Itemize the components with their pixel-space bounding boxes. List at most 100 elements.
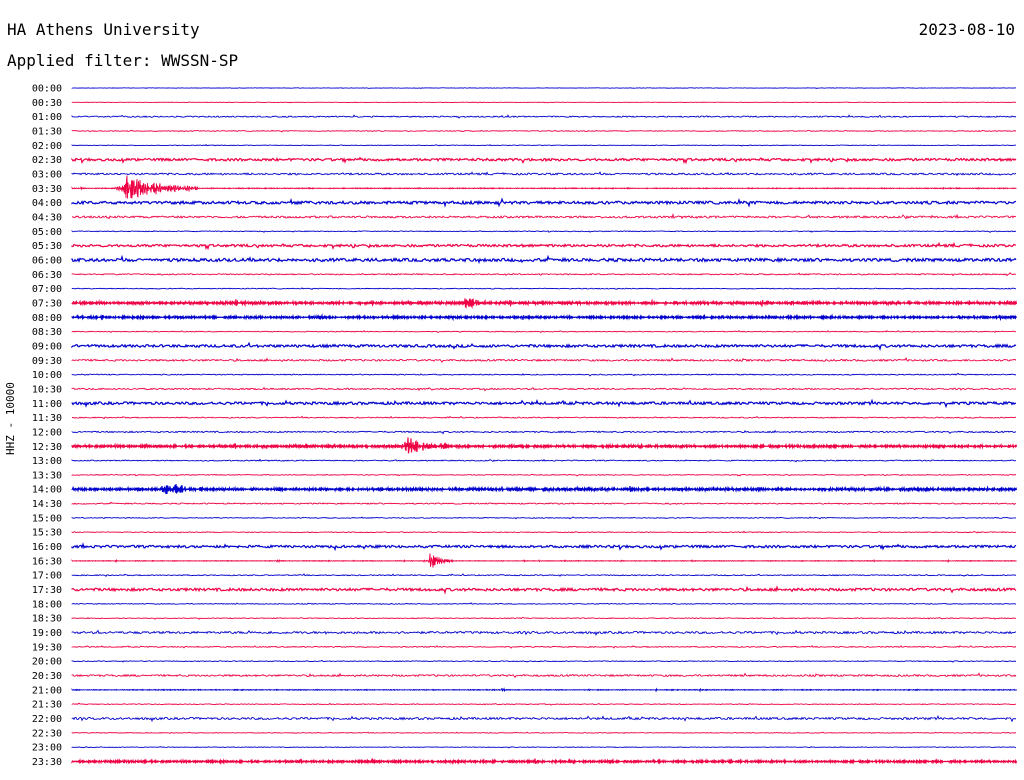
trace-1530 [71, 530, 1017, 534]
row-label-1200: 12:00 [32, 427, 62, 438]
trace-1630 [71, 553, 1017, 568]
row-label-1500: 15:00 [32, 513, 62, 524]
row-label-1930: 19:30 [32, 642, 62, 653]
row-label-1700: 17:00 [32, 571, 62, 582]
trace-1600 [71, 542, 1017, 552]
station-title: HA Athens University [7, 20, 200, 39]
trace-1330 [71, 473, 1017, 477]
row-label-1630: 16:30 [32, 556, 62, 567]
row-label-2130: 21:30 [32, 700, 62, 711]
row-label-0630: 06:30 [32, 270, 62, 281]
row-label-0830: 08:30 [32, 327, 62, 338]
trace-0100 [71, 114, 1017, 119]
trace-0630 [71, 272, 1017, 277]
row-label-0100: 01:00 [32, 112, 62, 123]
trace-2030 [71, 672, 1017, 679]
trace-0700 [71, 287, 1017, 291]
row-label-0900: 09:00 [32, 341, 62, 352]
row-label-2330: 23:30 [32, 757, 62, 768]
trace-0930 [71, 356, 1017, 363]
trace-0000 [71, 87, 1017, 89]
row-label-2000: 20:00 [32, 657, 62, 668]
trace-1100 [71, 398, 1017, 409]
trace-2130 [71, 702, 1017, 706]
row-label-1100: 11:00 [32, 399, 62, 410]
row-label-1030: 10:30 [32, 384, 62, 395]
trace-1300 [71, 458, 1017, 463]
row-label-1400: 14:00 [32, 485, 62, 496]
trace-0330 [71, 175, 1017, 199]
row-label-1830: 18:30 [32, 614, 62, 625]
trace-1700 [71, 573, 1017, 578]
trace-1430 [71, 501, 1017, 506]
trace-0800 [71, 313, 1018, 322]
row-label-0430: 04:30 [32, 212, 62, 223]
trace-1900 [71, 629, 1017, 637]
trace-0200 [71, 143, 1017, 147]
row-label-0500: 05:00 [32, 227, 62, 238]
row-label-0930: 09:30 [32, 356, 62, 367]
row-label-1800: 18:00 [32, 599, 62, 610]
filter-label: Applied filter: WWSSN-SP [7, 51, 239, 70]
trace-0430 [71, 213, 1017, 220]
row-label-1230: 12:30 [32, 442, 62, 453]
trace-1230 [71, 437, 1018, 454]
trace-2200 [71, 714, 1017, 723]
trace-2230 [71, 731, 1017, 735]
trace-0830 [71, 330, 1017, 334]
trace-2330 [71, 757, 1018, 766]
row-label-1530: 15:30 [32, 528, 62, 539]
trace-2100 [71, 687, 1017, 693]
row-label-0300: 03:00 [32, 169, 62, 180]
row-label-2030: 20:30 [32, 671, 62, 682]
row-label-1000: 10:00 [32, 370, 62, 381]
trace-0900 [71, 341, 1017, 352]
trace-2000 [71, 659, 1017, 663]
trace-0130 [71, 129, 1017, 133]
row-label-0730: 07:30 [32, 298, 62, 309]
row-label-1330: 13:30 [32, 470, 62, 481]
trace-0030 [71, 101, 1017, 104]
trace-1930 [71, 644, 1017, 649]
row-label-1900: 19:00 [32, 628, 62, 639]
row-label-2300: 23:00 [32, 743, 62, 754]
trace-1800 [71, 602, 1017, 605]
trace-0530 [71, 241, 1017, 251]
trace-0300 [71, 171, 1017, 177]
row-label-0600: 06:00 [32, 255, 62, 266]
trace-0730 [71, 297, 1018, 310]
row-label-0800: 08:00 [32, 313, 62, 324]
trace-1830 [71, 616, 1017, 620]
row-label-2100: 21:00 [32, 685, 62, 696]
row-label-0230: 02:30 [32, 155, 62, 166]
trace-1400 [71, 483, 1018, 495]
row-label-0030: 00:30 [32, 98, 62, 109]
trace-1730 [71, 585, 1017, 595]
trace-1500 [71, 516, 1017, 520]
row-label-1300: 13:00 [32, 456, 62, 467]
row-label-0130: 01:30 [32, 126, 62, 137]
trace-0230 [71, 156, 1017, 165]
trace-0500 [71, 230, 1017, 233]
row-label-2230: 22:30 [32, 728, 62, 739]
trace-1200 [71, 429, 1017, 435]
trace-2300 [71, 746, 1017, 749]
row-label-1430: 14:30 [32, 499, 62, 510]
row-label-0000: 00:00 [32, 84, 62, 95]
row-label-0700: 07:00 [32, 284, 62, 295]
trace-1130 [71, 415, 1017, 420]
row-label-1730: 17:30 [32, 585, 62, 596]
row-label-2200: 22:00 [32, 714, 62, 725]
date-label: 2023-08-10 [918, 20, 1015, 39]
row-label-0200: 02:00 [32, 141, 62, 152]
trace-0600 [71, 254, 1017, 265]
row-label-0330: 03:30 [32, 184, 62, 195]
row-label-0530: 05:30 [32, 241, 62, 252]
row-label-0400: 04:00 [32, 198, 62, 209]
trace-1000 [71, 372, 1017, 377]
row-label-1600: 16:00 [32, 542, 62, 553]
row-label-1130: 11:30 [32, 413, 62, 424]
trace-0400 [71, 197, 1017, 208]
trace-1030 [71, 386, 1017, 392]
